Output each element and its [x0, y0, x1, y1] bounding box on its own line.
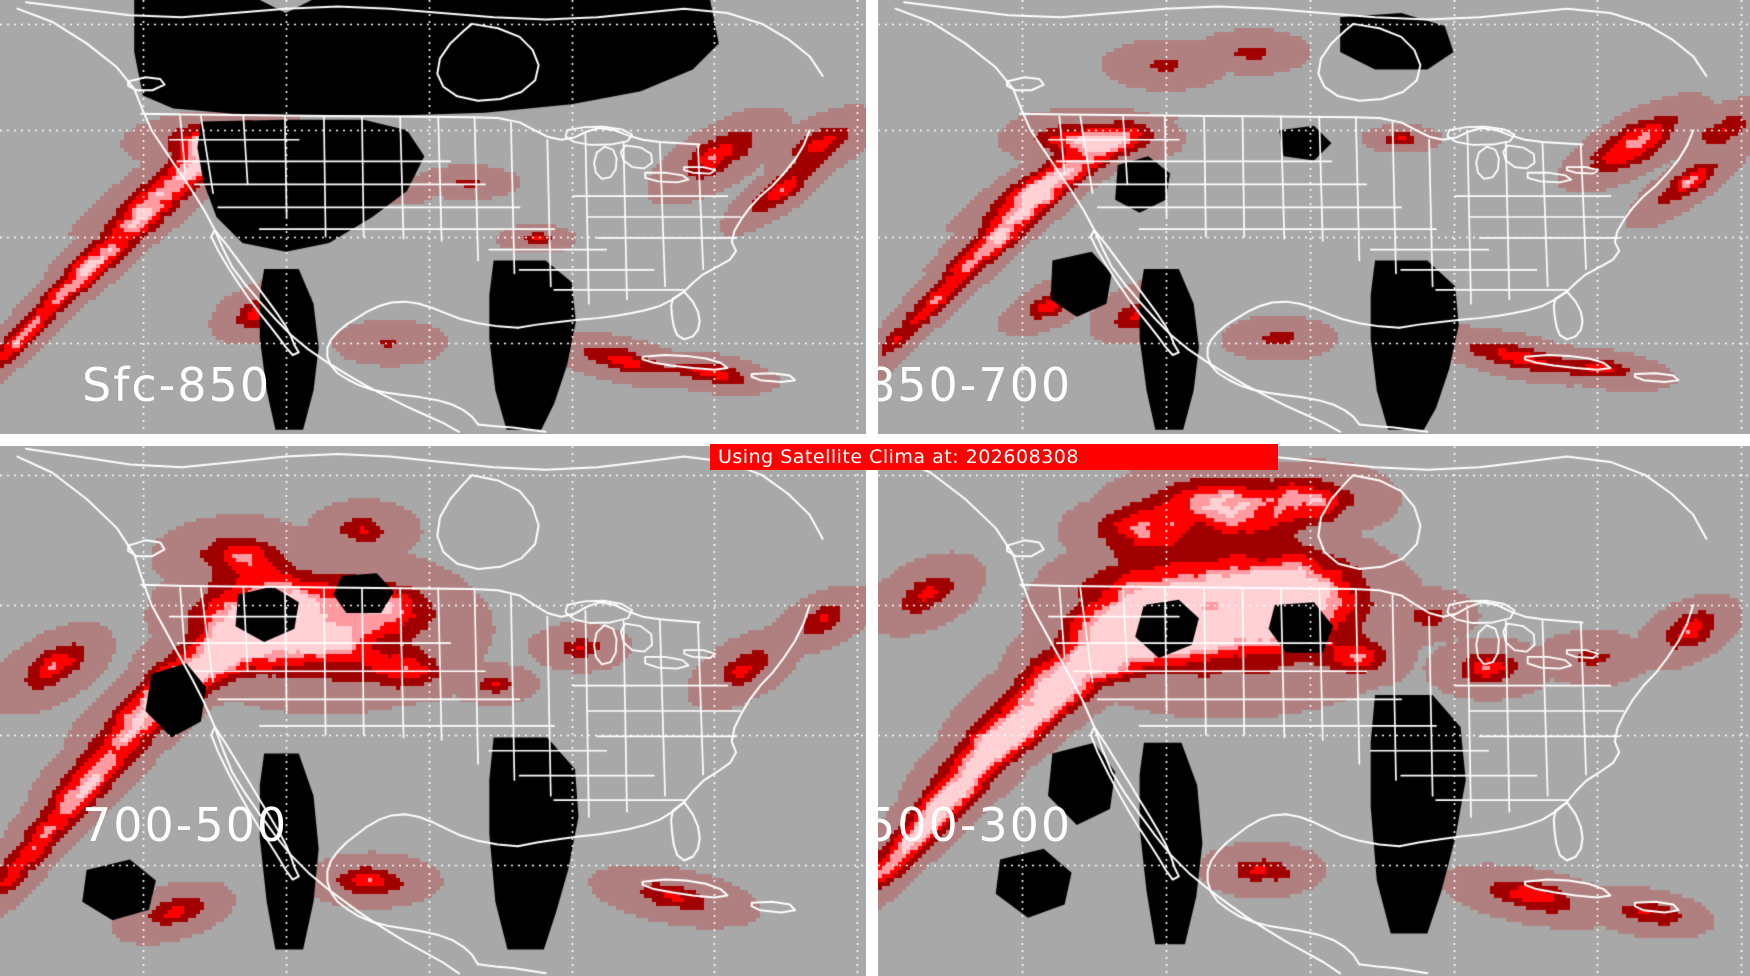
status-banner: Using Satellite Clima at: 202608308	[710, 444, 1278, 470]
status-banner-text: Using Satellite Clima at: 202608308	[718, 446, 1079, 468]
panel-divider-vertical	[866, 0, 878, 976]
panel-divider-horizontal	[0, 434, 1750, 446]
map-panel-850-700	[878, 0, 1750, 434]
map-canvas-sfc-850	[0, 0, 866, 434]
map-panel-sfc-850	[0, 0, 866, 434]
map-canvas-700-500	[0, 446, 866, 976]
map-canvas-500-300	[878, 446, 1750, 976]
map-canvas-850-700	[878, 0, 1750, 434]
map-panel-500-300	[878, 446, 1750, 976]
map-panel-700-500	[0, 446, 866, 976]
